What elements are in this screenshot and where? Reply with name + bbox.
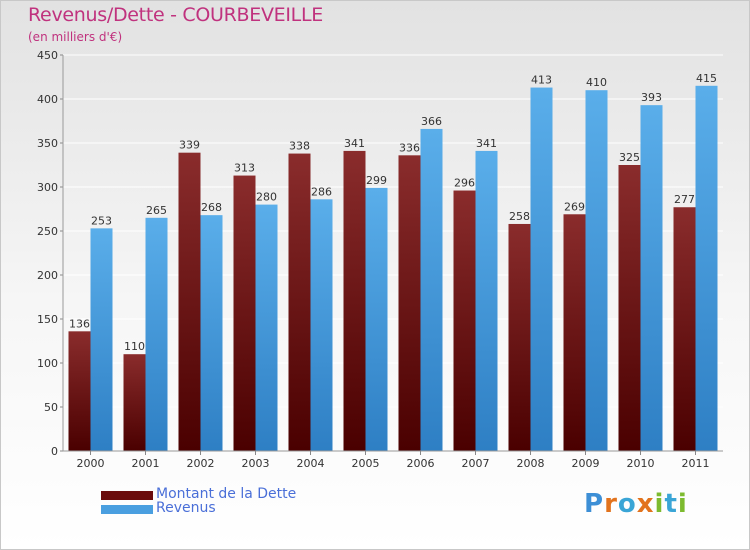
bar-dette — [508, 223, 531, 451]
y-tick-label: 300 — [37, 181, 58, 194]
data-label-dette: 341 — [344, 137, 365, 150]
data-label-revenus: 393 — [641, 91, 662, 104]
y-tick-label: 350 — [37, 137, 58, 150]
data-label-dette: 269 — [564, 200, 585, 213]
data-label-revenus: 253 — [91, 214, 112, 227]
data-label-dette: 258 — [509, 210, 530, 223]
bar-dette — [673, 207, 696, 451]
logo-letter: t — [664, 489, 678, 519]
data-label-revenus: 299 — [366, 174, 387, 187]
y-tick-label: 250 — [37, 225, 58, 238]
data-label-dette: 277 — [674, 193, 695, 206]
bar-dette — [453, 190, 476, 451]
y-tick-label: 400 — [37, 93, 58, 106]
y-tick-label: 100 — [37, 357, 58, 370]
bar-revenus — [145, 217, 168, 451]
data-label-revenus: 341 — [476, 137, 497, 150]
bar-revenus — [200, 215, 223, 451]
legend-swatch-revenus — [101, 505, 153, 514]
data-label-dette: 336 — [399, 141, 420, 154]
bar-dette — [618, 165, 641, 451]
data-label-dette: 339 — [179, 139, 200, 152]
logo-letter: r — [604, 489, 618, 519]
data-label-revenus: 413 — [531, 74, 552, 87]
y-tick-label: 200 — [37, 269, 58, 282]
x-tick-label: 2009 — [572, 457, 600, 470]
bar-dette — [68, 331, 91, 451]
x-tick-label: 2000 — [77, 457, 105, 470]
logo-letter: i — [677, 489, 688, 519]
data-label-revenus: 265 — [146, 204, 167, 217]
data-label-revenus: 410 — [586, 76, 607, 89]
data-label-revenus: 268 — [201, 201, 222, 214]
bar-dette — [288, 153, 311, 451]
bar-revenus — [365, 187, 388, 451]
legend-swatch-dette — [101, 491, 153, 500]
legend-label-dette: Montant de la Dette — [156, 486, 297, 502]
bar-revenus — [420, 128, 443, 452]
bar-dette — [233, 175, 256, 451]
bar-revenus — [640, 105, 663, 451]
axes: 0 50 100 150 200 250 300 350 400 450 2000 2001 2002 2… — [37, 49, 723, 470]
x-tick-label: 2001 — [132, 457, 160, 470]
data-label-dette: 296 — [454, 177, 475, 190]
logo-letter: o — [617, 489, 637, 519]
bar-revenus — [695, 85, 718, 452]
data-label-dette: 325 — [619, 151, 640, 164]
x-tick-label: 2011 — [682, 457, 710, 470]
data-labels: 1362531102653392683132803382863412993363… — [69, 72, 717, 353]
x-tick-label: 2008 — [517, 457, 545, 470]
chart-subtitle: (en milliers d'€) — [28, 30, 123, 44]
logo-letter: i — [654, 489, 665, 519]
proxiti-logo: Proxiti — [584, 489, 688, 519]
y-tick-label: 150 — [37, 313, 58, 326]
bar-revenus — [475, 150, 498, 452]
bar-dette — [398, 155, 421, 451]
y-tick-label: 50 — [44, 401, 58, 414]
x-tick-label: 2002 — [187, 457, 215, 470]
bar-revenus — [90, 228, 113, 451]
bar-revenus — [255, 204, 278, 451]
x-tick-label: 2006 — [407, 457, 435, 470]
bar-revenus — [585, 90, 608, 451]
data-label-revenus: 415 — [696, 72, 717, 85]
legend-label-revenus: Revenus — [156, 500, 216, 516]
data-label-dette: 136 — [69, 317, 90, 330]
y-tick-label: 450 — [37, 49, 58, 62]
bar-dette — [343, 150, 366, 452]
data-label-dette: 110 — [124, 340, 145, 353]
bar-revenus — [530, 87, 553, 451]
x-tick-label: 2007 — [462, 457, 490, 470]
x-tick-label: 2004 — [297, 457, 325, 470]
bar-dette — [563, 214, 586, 451]
x-tick-label: 2005 — [352, 457, 380, 470]
y-tick-label: 0 — [51, 445, 58, 458]
data-label-revenus: 366 — [421, 115, 442, 128]
logo-letter: x — [636, 489, 655, 519]
chart-title: Revenus/Dette - COURBEVEILLE — [28, 4, 323, 26]
bar-revenus — [310, 199, 333, 451]
bars — [68, 85, 718, 452]
data-label-revenus: 280 — [256, 191, 277, 204]
bar-dette — [123, 354, 146, 451]
data-label-dette: 313 — [234, 162, 255, 175]
logo-letter: P — [584, 489, 605, 519]
x-tick-label: 2003 — [242, 457, 270, 470]
data-label-dette: 338 — [289, 140, 310, 153]
x-tick-label: 2010 — [627, 457, 655, 470]
data-label-revenus: 286 — [311, 185, 332, 198]
bar-dette — [178, 152, 201, 451]
gridlines — [63, 54, 723, 452]
